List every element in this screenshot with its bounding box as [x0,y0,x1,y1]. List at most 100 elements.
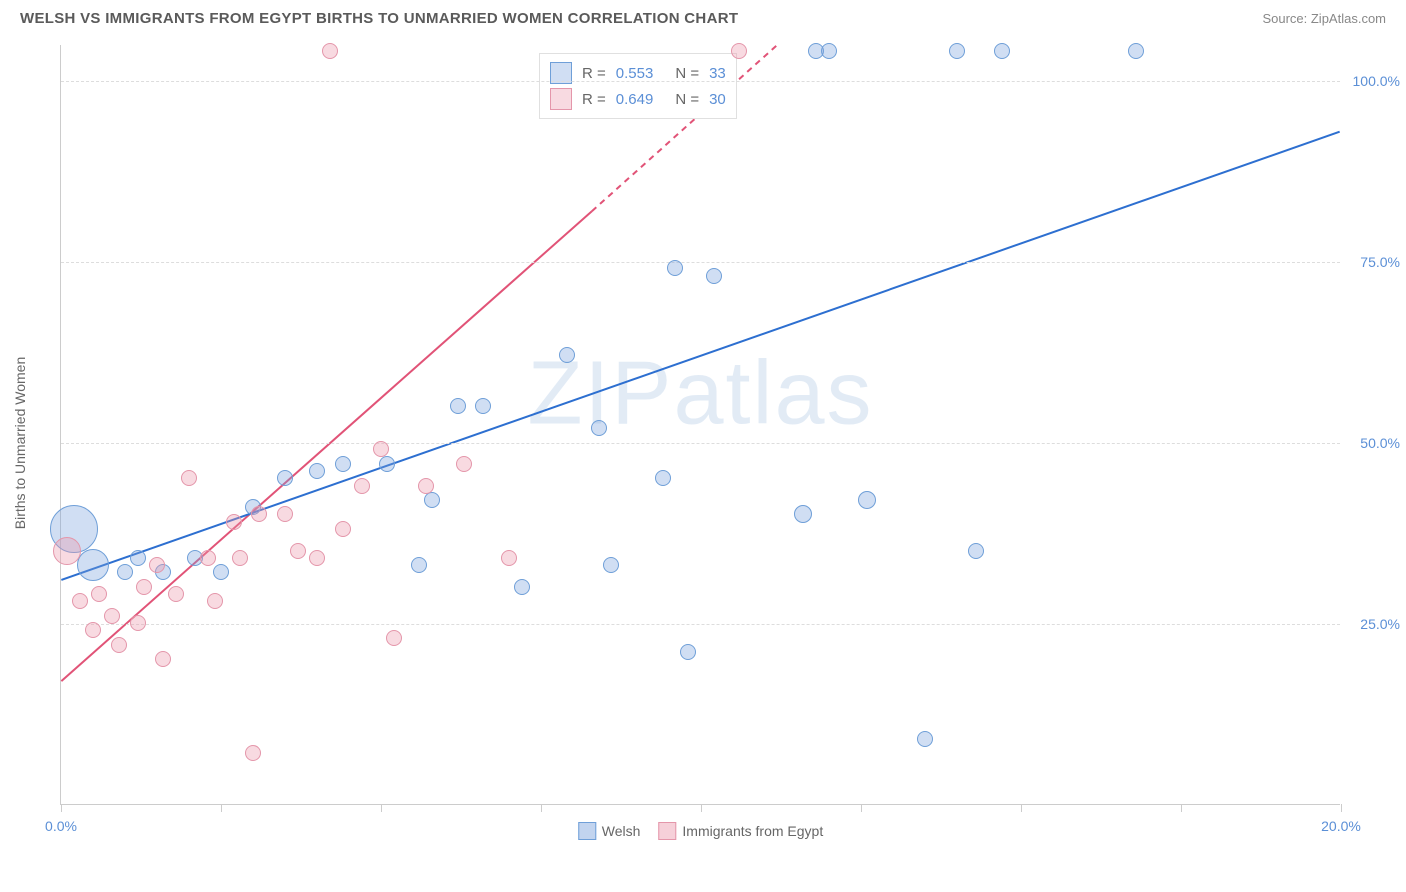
data-point [149,557,165,573]
y-tick-label: 50.0% [1360,435,1400,451]
data-point [335,456,351,472]
data-point [456,456,472,472]
data-point [949,43,965,59]
correlation-row-egypt: R = 0.649 N = 30 [550,86,726,112]
series-legend: Welsh Immigrants from Egypt [578,822,823,840]
gridline [61,81,1340,82]
data-point [213,564,229,580]
data-point [91,586,107,602]
data-point [232,550,248,566]
data-point [591,420,607,436]
data-point [559,347,575,363]
y-axis-label: Births to Unmarried Women [12,356,28,528]
data-point [322,43,338,59]
source-attribution: Source: ZipAtlas.com [1262,11,1386,26]
data-point [667,260,683,276]
data-point [245,745,261,761]
x-tick-label: 0.0% [45,818,77,834]
legend-swatch [578,822,596,840]
data-point [85,622,101,638]
data-point [130,615,146,631]
data-point [277,506,293,522]
chart-title: WELSH VS IMMIGRANTS FROM EGYPT BIRTHS TO… [20,10,738,27]
data-point [207,593,223,609]
plot-area: ZIPatlas R = 0.553 N = 33 R = 0.649 N = … [60,45,1340,805]
data-point [77,549,109,581]
data-point [386,630,402,646]
data-point [290,543,306,559]
data-point [968,543,984,559]
data-point [475,398,491,414]
watermark: ZIPatlas [527,343,873,446]
data-point [731,43,747,59]
legend-swatch [658,822,676,840]
data-point [411,557,427,573]
x-tick [861,804,862,812]
data-point [354,478,370,494]
swatch-egypt [550,88,572,110]
data-point [72,593,88,609]
trend-lines [61,45,1340,804]
header: WELSH VS IMMIGRANTS FROM EGYPT BIRTHS TO… [0,0,1406,35]
n-label: N = [675,65,699,82]
data-point [1128,43,1144,59]
x-tick [541,804,542,812]
data-point [309,550,325,566]
gridline [61,443,1340,444]
data-point [450,398,466,414]
n-label: N = [675,91,699,108]
data-point [111,637,127,653]
data-point [309,463,325,479]
x-tick [381,804,382,812]
legend-label: Immigrants from Egypt [682,823,823,839]
data-point [858,491,876,509]
chart-container: ZIPatlas R = 0.553 N = 33 R = 0.649 N = … [60,45,1380,840]
data-point [251,506,267,522]
y-tick-label: 100.0% [1353,73,1400,89]
r-label: R = [582,91,606,108]
data-point [53,537,81,565]
data-point [794,505,812,523]
n-value-egypt: 30 [709,91,726,108]
x-tick [1181,804,1182,812]
data-point [821,43,837,59]
data-point [130,550,146,566]
data-point [373,441,389,457]
r-value-egypt: 0.649 [616,91,654,108]
y-tick-label: 75.0% [1360,254,1400,270]
legend-item: Welsh [578,822,641,840]
n-value-welsh: 33 [709,65,726,82]
x-tick [1341,804,1342,812]
data-point [655,470,671,486]
data-point [168,586,184,602]
data-point [104,608,120,624]
data-point [680,644,696,660]
data-point [706,268,722,284]
legend-item: Immigrants from Egypt [658,822,823,840]
y-tick-label: 25.0% [1360,616,1400,632]
data-point [424,492,440,508]
x-tick-label: 20.0% [1321,818,1361,834]
data-point [335,521,351,537]
r-label: R = [582,65,606,82]
r-value-welsh: 0.553 [616,65,654,82]
data-point [277,470,293,486]
gridline [61,624,1340,625]
data-point [117,564,133,580]
data-point [917,731,933,747]
data-point [418,478,434,494]
data-point [226,514,242,530]
x-tick [1021,804,1022,812]
x-tick [61,804,62,812]
legend-label: Welsh [602,823,641,839]
data-point [603,557,619,573]
data-point [181,470,197,486]
data-point [136,579,152,595]
data-point [501,550,517,566]
data-point [994,43,1010,59]
x-tick [221,804,222,812]
data-point [379,456,395,472]
data-point [514,579,530,595]
data-point [200,550,216,566]
data-point [155,651,171,667]
